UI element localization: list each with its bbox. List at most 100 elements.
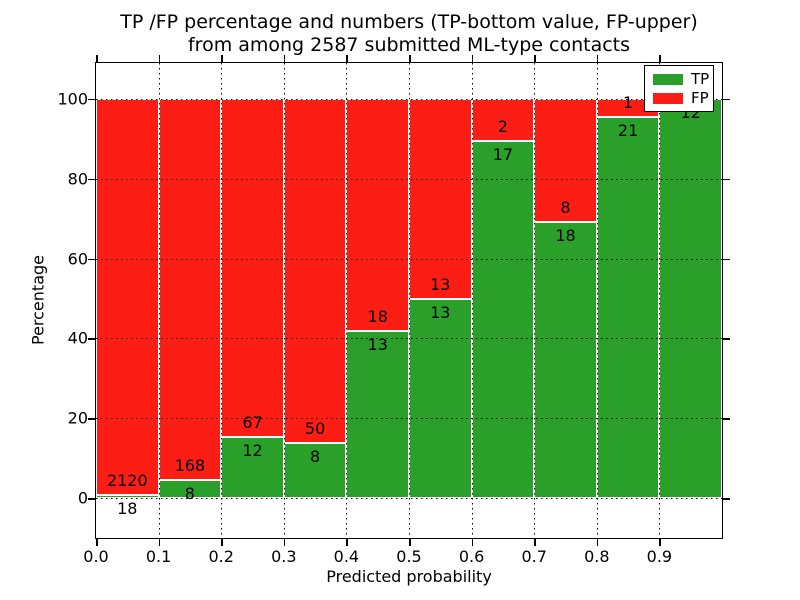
y-tick-label: 40 [67, 328, 88, 348]
fp-count-label: 50 [304, 419, 326, 439]
x-tick-label: 0.7 [521, 547, 547, 566]
gridline-vertical [221, 63, 223, 538]
legend-swatch-tp [653, 74, 683, 85]
y-tick-label: 80 [67, 169, 88, 189]
fp-count-label: 13 [430, 274, 451, 294]
x-tick-label: 0.3 [271, 547, 297, 566]
tp-bar-segment [471, 140, 535, 499]
gridline-horizontal [96, 258, 722, 260]
x-tick-mark-top [283, 55, 286, 62]
y-tick-mark [88, 258, 95, 261]
tp-count-label: 8 [310, 447, 321, 467]
x-tick-mark-top [471, 55, 474, 62]
y-axis-label: Percentage [28, 254, 48, 346]
legend: TP FP [644, 65, 714, 112]
tp-count-label: 18 [555, 225, 576, 245]
gridline-horizontal [96, 418, 722, 420]
x-tick-mark [346, 539, 348, 546]
x-tick-mark-top [158, 55, 161, 62]
x-tick-mark-top [659, 55, 661, 62]
x-tick-mark [158, 539, 161, 546]
fp-count-label: 2120 [106, 470, 148, 490]
gridline-vertical [534, 63, 536, 538]
fp-count-label: 168 [174, 455, 206, 475]
tp-count-label: 21 [617, 121, 639, 141]
legend-swatch-fp [653, 93, 683, 104]
gridline-horizontal [96, 98, 722, 100]
fp-count-label: 2 [497, 116, 508, 136]
y-tick-label: 0 [77, 488, 88, 508]
chart-title-line1: TP /FP percentage and numbers (TP-bottom… [120, 11, 698, 33]
tp-bar-segment [596, 117, 660, 499]
gridline-vertical [283, 63, 285, 538]
x-tick-label: 0.9 [646, 547, 673, 566]
y-tick-mark-right [723, 498, 730, 500]
x-tick-label: 0.5 [396, 547, 422, 566]
x-tick-mark [221, 539, 223, 546]
x-tick-mark-top [596, 55, 599, 62]
gridline-vertical [471, 63, 473, 538]
gridline-vertical [346, 63, 348, 538]
tp-bar-segment [409, 298, 472, 499]
x-tick-mark-top [346, 55, 348, 62]
x-tick-mark [596, 539, 599, 546]
fp-bar-segment [283, 98, 347, 444]
x-axis-label: Predicted probability [326, 567, 492, 586]
fp-bar-segment [221, 98, 284, 438]
tp-bar-segment [346, 330, 409, 499]
fp-bar-segment [96, 98, 159, 495]
x-tick-mark-top [96, 55, 98, 62]
legend-item-tp: TP [653, 70, 713, 89]
y-tick-mark-right [723, 338, 730, 340]
gridline-vertical [596, 63, 598, 538]
tp-bar-segment [96, 494, 159, 499]
y-tick-mark-right [723, 98, 730, 101]
tp-count-label: 12 [242, 441, 263, 461]
tp-count-label: 8 [184, 483, 195, 503]
x-tick-label: 0.2 [208, 547, 234, 566]
y-tick-mark [88, 98, 95, 101]
x-tick-mark [534, 539, 536, 546]
gridline-vertical [158, 63, 160, 538]
tp-count-label: 13 [367, 334, 388, 354]
legend-item-fp: FP [653, 89, 713, 108]
tp-count-label: 17 [492, 144, 514, 164]
gridline-vertical [659, 63, 661, 538]
chart-title: TP /FP percentage and numbers (TP-bottom… [96, 11, 722, 57]
fp-count-label: 67 [242, 413, 263, 433]
y-tick-mark [88, 338, 95, 340]
y-tick-label: 20 [67, 408, 88, 428]
tp-bar-segment [534, 221, 597, 499]
fp-bar-segment [158, 98, 222, 480]
x-tick-label: 0.8 [584, 547, 610, 566]
x-tick-mark [471, 539, 474, 546]
y-tick-label: 100 [57, 89, 88, 109]
y-tick-mark [88, 418, 95, 420]
tp-count-label: 13 [430, 302, 451, 322]
x-tick-mark-top [534, 55, 536, 62]
fp-bar-segment [409, 98, 472, 299]
gridline-vertical [409, 63, 410, 538]
y-tick-mark-right [723, 418, 730, 420]
x-tick-mark-top [409, 55, 411, 62]
x-tick-label: 0.1 [145, 547, 172, 566]
legend-label-fp: FP [691, 89, 709, 107]
y-tick-mark [88, 498, 95, 500]
gridline-horizontal [96, 178, 722, 180]
tp-count-label: 18 [117, 498, 138, 518]
x-tick-label: 0.6 [458, 547, 485, 566]
y-tick-mark-right [723, 178, 730, 181]
fp-bar-segment [346, 98, 409, 331]
fp-count-label: 8 [560, 197, 571, 217]
x-tick-mark [283, 539, 286, 546]
x-tick-mark [409, 539, 411, 546]
y-tick-mark [88, 178, 95, 181]
y-tick-label: 60 [67, 249, 88, 269]
x-tick-label: 0.0 [83, 547, 109, 566]
gridline-horizontal [96, 498, 722, 500]
legend-label-tp: TP [691, 70, 710, 88]
chart-title-line2: from among 2587 submitted ML-type contac… [187, 34, 631, 56]
x-tick-label: 0.4 [333, 547, 360, 566]
x-tick-mark [96, 539, 98, 546]
